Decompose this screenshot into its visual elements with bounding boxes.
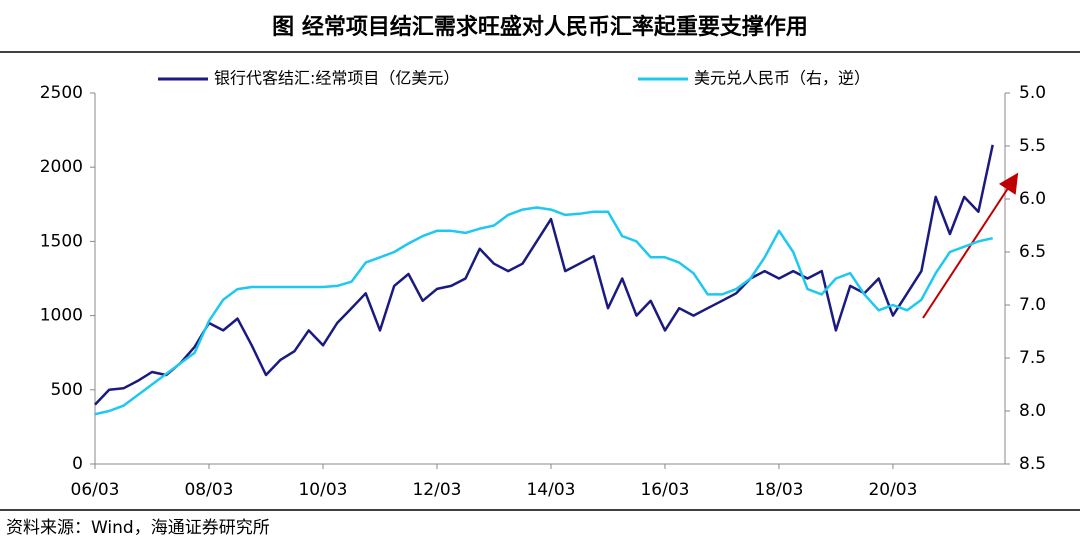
x-tick-label: 06/03 (71, 480, 120, 500)
y-tick-label: 1000 (40, 306, 83, 326)
x-tick-label: 14/03 (526, 480, 575, 500)
x-tick-label: 16/03 (640, 480, 689, 500)
y-tick-label: 2500 (40, 83, 83, 103)
source: 资料来源：Wind，海通证券研究所 (6, 518, 270, 538)
y2-tick-label: 6.0 (1019, 189, 1046, 209)
y2-tick-label: 7.0 (1019, 295, 1046, 315)
chart-title: 图 经常项目结汇需求旺盛对人民币汇率起重要支撑作用 (272, 14, 808, 40)
x-tick-label: 18/03 (754, 480, 803, 500)
trend-arrow (922, 172, 1019, 319)
y2-tick-label: 6.5 (1019, 242, 1046, 262)
legend-label: 银行代客结汇:经常项目（亿美元） (214, 69, 459, 88)
y-tick-label: 0 (72, 454, 83, 474)
legend-label: 美元兑人民币（右，逆） (694, 69, 870, 88)
x-tick-label: 12/03 (412, 480, 461, 500)
y2-tick-label: 5.5 (1019, 136, 1046, 156)
y2-tick-label: 8.0 (1019, 401, 1046, 421)
y2-tick-label: 8.5 (1019, 454, 1046, 474)
y2-tick-label: 5.0 (1019, 83, 1046, 103)
y2-tick-label: 7.5 (1019, 348, 1046, 368)
series-line (94, 144, 994, 406)
y-tick-label: 1500 (40, 231, 83, 251)
y-tick-label: 2000 (40, 157, 83, 177)
series-line (94, 206, 993, 416)
x-tick-label: 20/03 (868, 480, 917, 500)
y-tick-label: 500 (51, 380, 83, 400)
x-tick-label: 08/03 (184, 480, 233, 500)
x-tick-label: 10/03 (298, 480, 347, 500)
